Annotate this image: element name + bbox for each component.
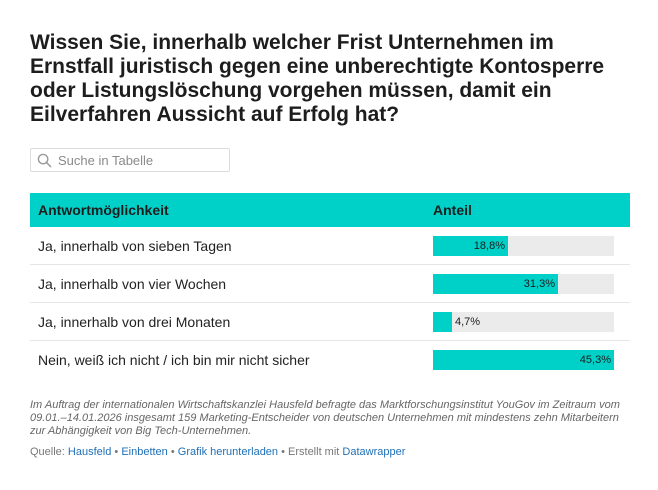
bar-value-label: 18,8% [473, 239, 505, 252]
bar-value-label: 45,3% [579, 354, 611, 366]
table-header: Antwortmöglichkeit Anteil [30, 193, 630, 227]
bar-fill [433, 273, 558, 294]
created-with-text: • Erstellt mit [278, 446, 343, 458]
answer-cell: Nein, weiß ich nicht / ich bin mir nicht… [38, 352, 310, 368]
table-row: Ja, innerhalb von drei Monaten 4,7% [30, 303, 630, 341]
search-icon [37, 153, 52, 167]
source-link[interactable]: Hausfeld [67, 446, 112, 458]
bar-track: 31,3% [433, 273, 614, 294]
bar-track: 45,3% [433, 350, 614, 370]
source-prefix: Quelle: [30, 446, 65, 458]
bar-value-label: 31,3% [523, 277, 555, 290]
column-header-share[interactable]: Anteil [433, 202, 472, 218]
search-input[interactable] [58, 152, 228, 168]
column-header-answer[interactable]: Antwortmöglichkeit [38, 202, 169, 218]
page-title: Wissen Sie, innerhalb welcher Frist Unte… [30, 31, 605, 126]
data-table: Antwortmöglichkeit Anteil Ja, innerhalb … [30, 193, 630, 379]
download-link[interactable]: Grafik herunterladen [177, 446, 279, 458]
bar-fill [433, 350, 614, 370]
bar-track: 4,7% [433, 311, 614, 332]
footnote: Im Auftrag der internationalen Wirtschaf… [30, 399, 620, 437]
bar-track: 18,8% [433, 235, 614, 256]
answer-cell: Ja, innerhalb von drei Monaten [38, 313, 231, 330]
separator: • [167, 446, 178, 458]
source-line: Quelle: Hausfeld • Einbetten • Grafik he… [30, 446, 630, 458]
table-row: Nein, weiß ich nicht / ich bin mir nicht… [30, 341, 630, 379]
bar-value-label: 4,7% [455, 315, 481, 328]
answer-cell: Ja, innerhalb von sieben Tagen [38, 237, 232, 254]
answer-cell: Ja, innerhalb von vier Wochen [38, 275, 227, 292]
table-row: Ja, innerhalb von sieben Tagen 18,8% [30, 227, 630, 265]
search-box[interactable] [30, 148, 230, 172]
table-row: Ja, innerhalb von vier Wochen 31,3% [30, 265, 630, 303]
datawrapper-link[interactable]: Datawrapper [342, 446, 406, 458]
embed-link[interactable]: Einbetten [121, 446, 168, 458]
separator: • [111, 446, 122, 458]
bar-fill [433, 235, 508, 256]
bar-fill [433, 311, 452, 332]
table-body: Ja, innerhalb von sieben Tagen 18,8% Ja, i… [30, 227, 630, 379]
